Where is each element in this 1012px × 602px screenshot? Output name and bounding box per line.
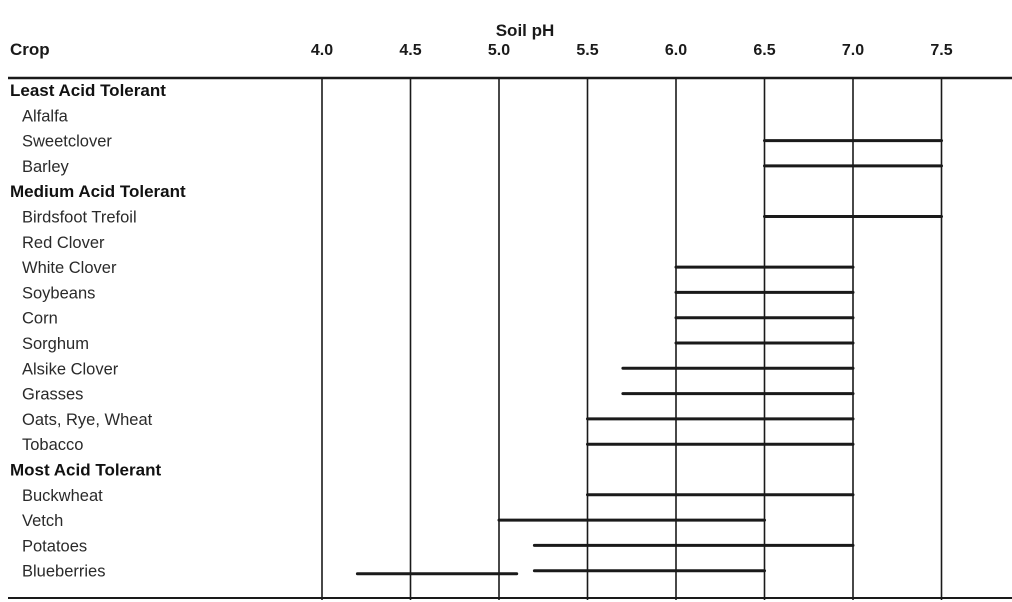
crop-label: Blueberries [22,563,105,581]
tick-label: 7.5 [930,42,952,59]
crop-label: Red Clover [22,234,105,252]
tick-label: 5.5 [576,42,598,59]
crop-label: Oats, Rye, Wheat [22,411,153,429]
crop-labels: Least Acid Tolerant Alfalfa Sweetclover Bar… [10,81,186,581]
group-label: Medium Acid Tolerant [10,182,186,201]
crop-label: Sorghum [22,335,89,353]
crop-label: Alsike Clover [22,360,119,378]
crop-label: Tobacco [22,436,83,454]
grid-layer [8,76,1012,600]
tick-label: 4.0 [311,42,333,59]
crop-label: Corn [22,310,58,328]
crop-label: Vetch [22,512,63,530]
group-label: Least Acid Tolerant [10,81,166,100]
crop-label: Barley [22,158,70,176]
tick-label: 6.0 [665,42,687,59]
crop-label: Alfalfa [22,107,69,125]
range-bars [355,139,943,576]
tick-label: 6.5 [753,42,775,59]
soil-ph-axis-header: Soil pH [496,21,555,40]
crop-label: Grasses [22,386,83,404]
group-label: Most Acid Tolerant [10,461,161,480]
crop-label: Sweetclover [22,133,112,151]
tick-label: 7.0 [842,42,864,59]
crop-axis-header: Crop [10,40,50,59]
tick-label: 4.5 [399,42,421,59]
crop-label: Buckwheat [22,487,103,505]
crop-label: Birdsfoot Trefoil [22,209,137,227]
crop-label: Soybeans [22,284,95,302]
tick-label: 5.0 [488,42,510,59]
crop-label: White Clover [22,259,117,277]
crop-label: Potatoes [22,537,87,555]
tick-labels: 4.0 4.5 5.0 5.5 6.0 6.5 7.0 7.5 [311,42,953,59]
